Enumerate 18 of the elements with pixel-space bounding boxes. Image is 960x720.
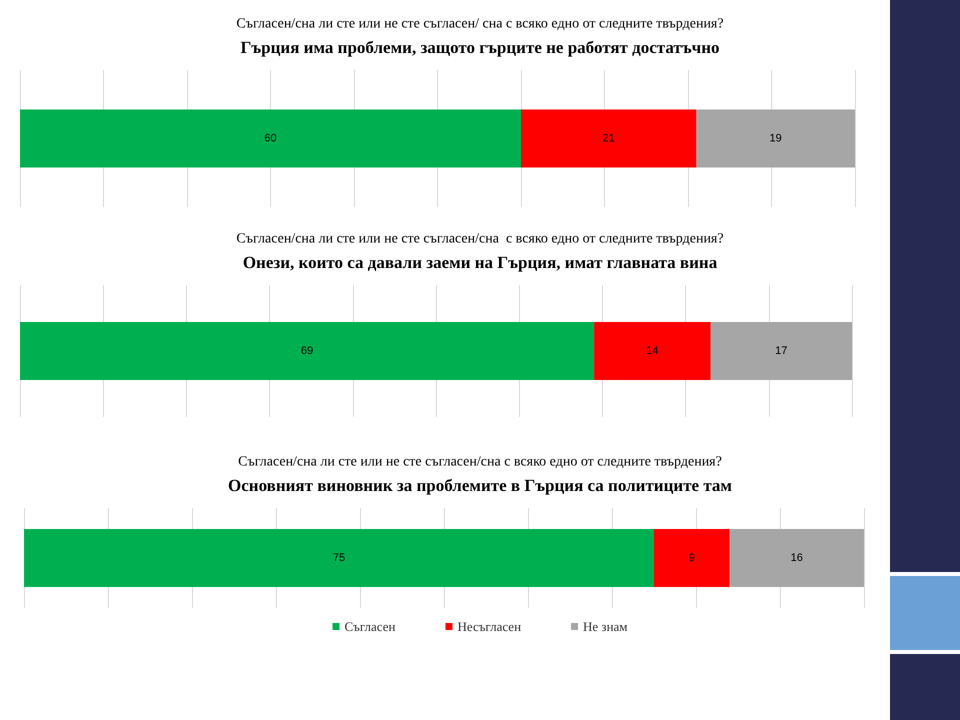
- data-label: 75: [332, 552, 346, 564]
- data-label: 16: [790, 552, 803, 564]
- data-label: 19: [770, 132, 782, 144]
- chart-title: Гърция има проблеми, защото гърците не работят достатъчно: [240, 38, 720, 57]
- legend-label: Не знам: [583, 619, 628, 634]
- legend-label: Съгласен: [344, 619, 396, 634]
- data-label: 14: [646, 345, 658, 357]
- data-label: 69: [300, 345, 314, 357]
- chart-subtitle: Съгласен/сна ли сте или не сте съгласен/сна с всяко едно от следните твърдения?: [238, 454, 722, 470]
- chart-title: Онези, които са давали заеми на Гърция, имат главната вина: [242, 253, 718, 272]
- legend-label: Несъгласен: [457, 619, 522, 634]
- data-label: 21: [602, 132, 615, 144]
- data-label: 60: [264, 132, 277, 144]
- chart-subtitle: Съгласен/сна ли сте или не сте съгласен/ сна с всяко едно от следните твърдения?: [236, 16, 724, 32]
- chart-title: Основният виновник за проблемите в Гърция са политиците там: [228, 476, 732, 495]
- chart-subtitle: Съгласен/сна ли сте или не сте съгласен/сна с всяко едно от следните твърдения?: [236, 232, 724, 246]
- data-label: 9: [688, 552, 695, 564]
- data-label: 17: [775, 345, 788, 357]
